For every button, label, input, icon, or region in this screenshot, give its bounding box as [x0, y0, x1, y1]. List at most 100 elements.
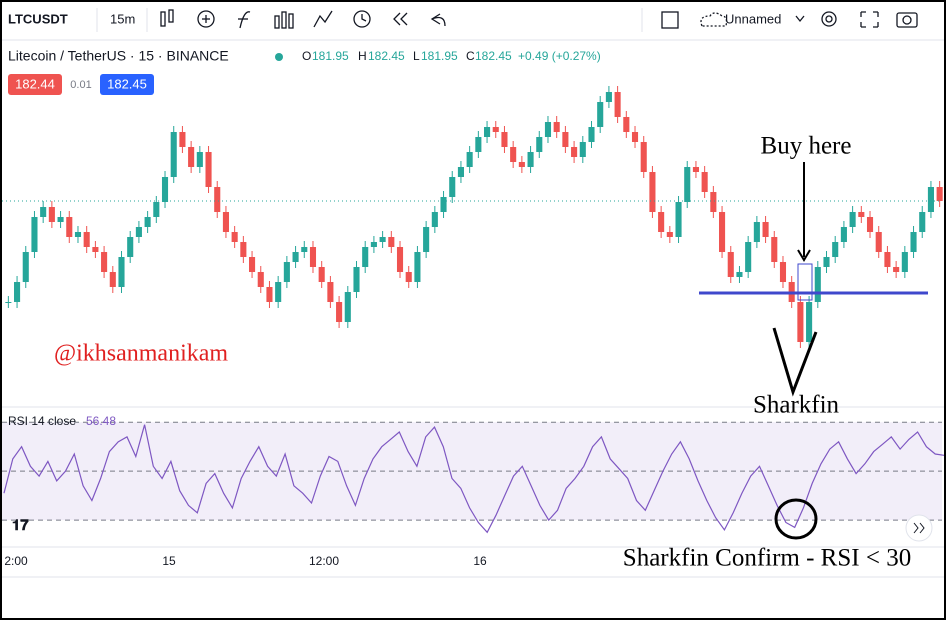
candle [823, 257, 830, 267]
scroll-button[interactable] [905, 514, 933, 542]
candle [275, 282, 282, 302]
candle [753, 222, 760, 242]
candle [5, 302, 12, 303]
candle [292, 252, 299, 262]
candle [344, 292, 351, 322]
toolbar-icons[interactable] [160, 9, 918, 29]
candle [74, 232, 82, 237]
candle [658, 212, 665, 232]
candle [353, 267, 360, 292]
candle [40, 207, 47, 217]
bid-badge[interactable] [8, 74, 62, 95]
buy-arrowhead [797, 249, 811, 262]
candle [301, 247, 308, 252]
candle [170, 132, 177, 177]
candle [83, 232, 90, 247]
high: 182.45 [368, 49, 405, 63]
ask: 182.45 [107, 76, 147, 91]
rsi-line [3, 424, 944, 534]
candle [875, 232, 882, 252]
candle [640, 142, 647, 172]
scroll-icon [913, 522, 925, 534]
candle [457, 167, 464, 177]
interval[interactable]: 15m [110, 11, 135, 26]
close: 182.45 [475, 49, 512, 63]
legend-title: Litecoin / TetherUS · 15 · BINANCE [8, 48, 229, 64]
candle [832, 242, 839, 257]
candle [544, 122, 552, 137]
author: @ikhsanmanikam [54, 341, 228, 367]
logo[interactable]: 𝟏𝟕 [12, 517, 29, 534]
candle [710, 192, 717, 212]
candle [14, 282, 21, 302]
l-label: L [413, 49, 420, 63]
candle [214, 187, 221, 212]
candle [527, 152, 534, 167]
candle [240, 242, 247, 257]
candle [257, 272, 264, 287]
candle [936, 187, 943, 201]
candle [48, 207, 55, 222]
candle [510, 147, 517, 162]
candle [806, 302, 813, 342]
sharkfin-v [772, 327, 818, 397]
candle [666, 232, 673, 237]
bid: 182.44 [15, 76, 55, 91]
symbol[interactable]: LTCUSDT [8, 11, 68, 26]
c-label: C [466, 49, 475, 63]
candle [762, 222, 769, 237]
candle [492, 127, 499, 132]
candle [414, 252, 421, 282]
candle [144, 217, 151, 227]
buy-label: Buy here [761, 133, 852, 160]
candle [562, 132, 569, 147]
candle [188, 147, 195, 167]
candle [927, 187, 934, 212]
candle [579, 142, 586, 157]
candle [849, 212, 856, 227]
candle [109, 272, 116, 287]
ask-badge[interactable] [100, 74, 154, 95]
candle [605, 92, 612, 102]
candle [623, 117, 630, 132]
candle [449, 177, 456, 197]
candle [910, 232, 917, 252]
candle [719, 212, 726, 252]
change: +0.49 (+0.27%) [518, 49, 601, 63]
toolbar [2, 2, 944, 40]
candle [536, 137, 543, 152]
candle [884, 252, 891, 267]
candle [57, 217, 64, 222]
candle [893, 267, 900, 272]
candle [597, 102, 604, 127]
candle [475, 137, 482, 152]
candle [196, 152, 203, 167]
low: 181.95 [421, 49, 458, 63]
candle [336, 302, 343, 322]
candle [318, 267, 325, 282]
candle [866, 217, 874, 232]
candle [518, 162, 525, 167]
candle [31, 217, 38, 252]
candle [858, 212, 865, 217]
candle [22, 252, 29, 282]
open: 181.95 [312, 49, 349, 63]
candle [231, 232, 238, 242]
candle [727, 252, 734, 277]
indicator-value: 56.48 [86, 414, 116, 428]
candle [127, 237, 134, 257]
candle [797, 302, 804, 342]
layout-name[interactable]: Unnamed [725, 11, 781, 26]
buy-box [797, 263, 813, 301]
toolbar-separators [96, 8, 643, 32]
market-status [275, 53, 283, 61]
candle [736, 272, 743, 277]
candle [153, 202, 160, 217]
candle [571, 147, 578, 157]
o-label: O [302, 49, 311, 63]
candle [745, 242, 752, 272]
candle [779, 262, 787, 282]
candle [614, 92, 621, 117]
candle [814, 267, 821, 302]
